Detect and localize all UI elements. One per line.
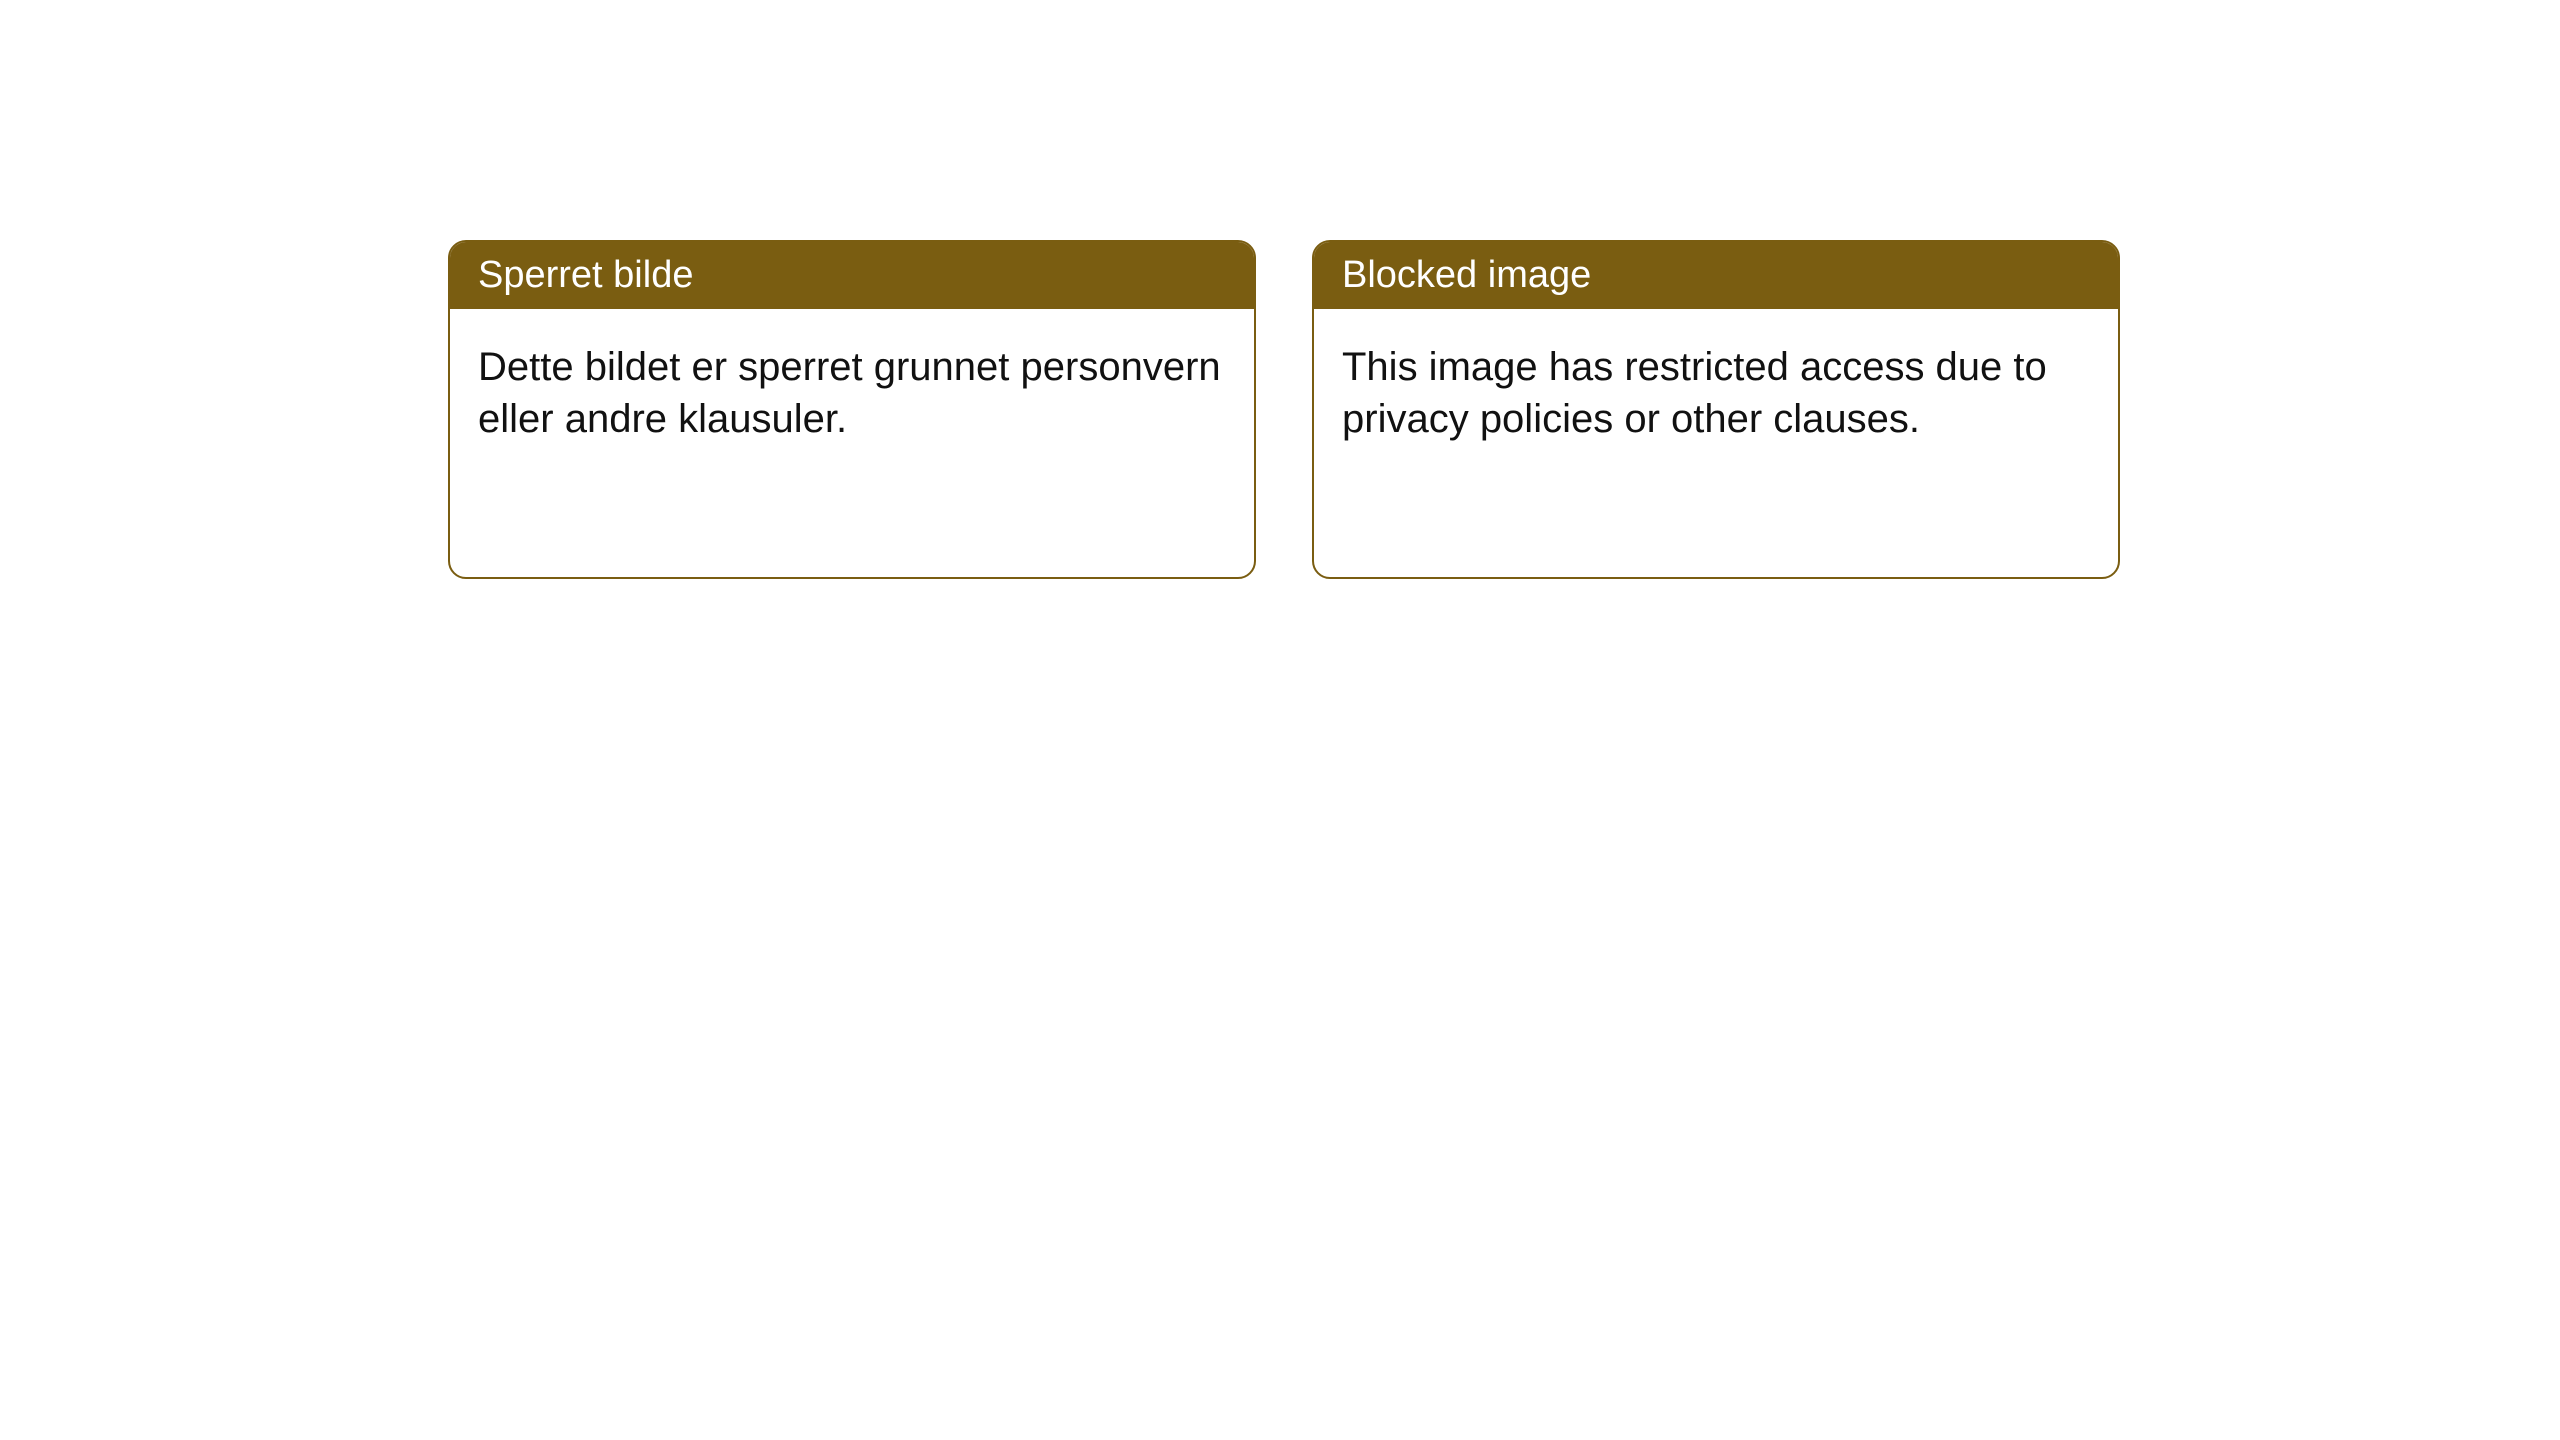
notice-container: Sperret bilde Dette bildet er sperret gr… [0,0,2560,579]
notice-card-english: Blocked image This image has restricted … [1312,240,2120,579]
notice-body: This image has restricted access due to … [1314,309,2118,577]
notice-body: Dette bildet er sperret grunnet personve… [450,309,1254,577]
notice-header: Blocked image [1314,242,2118,309]
notice-header: Sperret bilde [450,242,1254,309]
notice-card-norwegian: Sperret bilde Dette bildet er sperret gr… [448,240,1256,579]
